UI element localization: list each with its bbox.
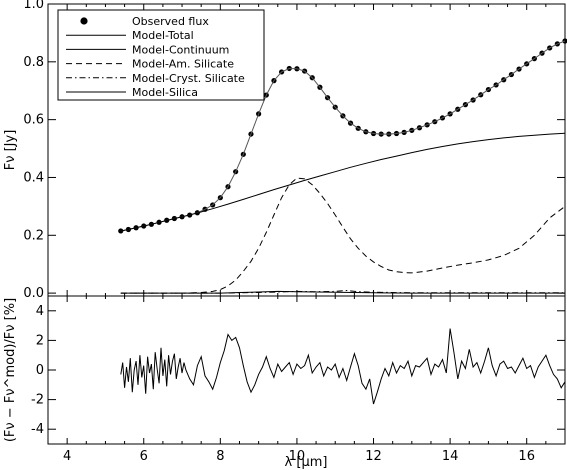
legend-label-2: Model-Continuum — [132, 43, 229, 56]
x-axis-label: λ [μm] — [285, 455, 328, 470]
legend-marker-0 — [80, 17, 88, 25]
x-tick-label: 8 — [216, 449, 224, 464]
legend-label-1: Model-Total — [132, 29, 194, 42]
flux-panel: 0.0 0.2 0.4 0.6 0.8 1.0 Fν [Jy] Observed flux… — [3, 0, 567, 301]
observed-flux-point — [118, 228, 124, 234]
residual-series — [120, 328, 566, 405]
y-tick-label: 0 — [36, 363, 44, 378]
residual-axis-label: (Fν − Fν^mod)/Fν [%] — [3, 298, 18, 442]
y-tick-label: 0.4 — [23, 170, 44, 185]
series-line-3 — [120, 177, 566, 294]
x-tick-label: 12 — [365, 449, 382, 464]
residual-line — [120, 328, 566, 405]
series-line-5 — [120, 290, 565, 294]
legend-label-0: Observed flux — [132, 15, 209, 28]
y-tick-label: 0.0 — [23, 286, 44, 301]
x-tick-label: 16 — [518, 449, 535, 464]
legend-label-4: Model-Cryst. Silicate — [132, 72, 245, 85]
residual-axis-ticks: 4 6 8 10 12 14 16 -4 -2 0 2 4 — [31, 296, 566, 464]
series-line-2 — [120, 132, 566, 232]
y-tick-label: 0.8 — [23, 55, 44, 70]
y-tick-label: 2 — [36, 333, 44, 348]
flux-axis-label: Fν [Jy] — [3, 130, 18, 171]
legend-box — [57, 9, 265, 101]
y-tick-label: 1.0 — [23, 0, 44, 12]
flux-axis-ticks: 0.0 0.2 0.4 0.6 0.8 1.0 — [23, 0, 566, 301]
flux-series — [118, 38, 567, 294]
residual-panel-frame — [47, 295, 566, 445]
y-tick-label: 0.2 — [23, 228, 44, 243]
y-tick-label: 0.6 — [23, 113, 44, 128]
x-tick-label: 14 — [442, 449, 459, 464]
legend-label-5: Model-Silica — [132, 86, 198, 99]
y-tick-label: 4 — [36, 304, 44, 319]
x-tick-label: 10 — [289, 449, 306, 464]
legend-label-3: Model-Am. Silicate — [132, 58, 234, 71]
y-tick-label: -2 — [31, 393, 44, 408]
x-tick-label: 6 — [140, 449, 148, 464]
x-tick-label: 4 — [63, 449, 71, 464]
y-tick-label: -4 — [31, 422, 44, 437]
